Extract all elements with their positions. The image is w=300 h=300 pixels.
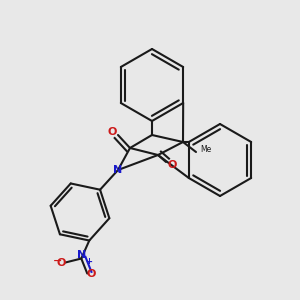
Text: −: − (52, 256, 62, 266)
Text: +: + (85, 256, 92, 266)
Text: N: N (113, 165, 123, 175)
Text: N: N (76, 250, 86, 260)
Text: O: O (57, 257, 66, 268)
Text: Me: Me (200, 146, 211, 154)
Text: O: O (107, 127, 117, 137)
Text: O: O (167, 160, 177, 170)
Text: O: O (87, 268, 96, 278)
